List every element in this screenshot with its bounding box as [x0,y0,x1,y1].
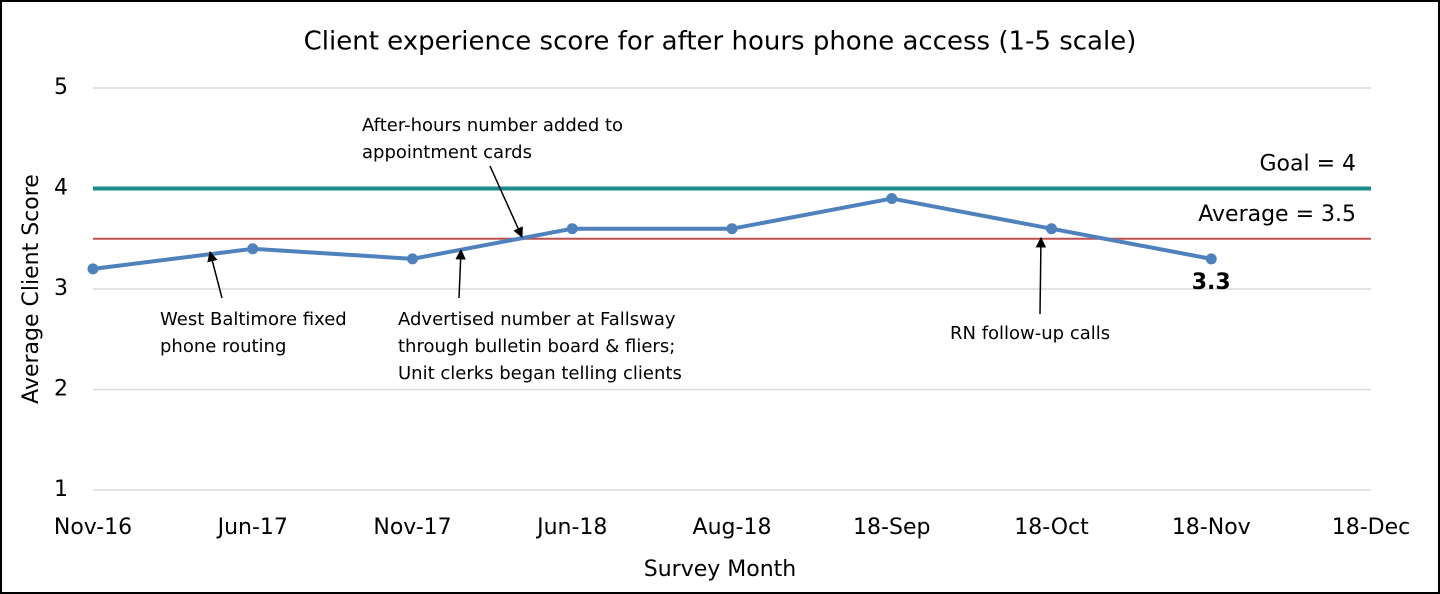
annotation-text: Advertised number at Fallsway [398,309,676,330]
y-tick-label: 5 [54,75,68,100]
data-point [1205,253,1217,265]
chart-title: Client experience score for after hours … [304,27,1137,57]
y-tick-label: 3 [54,276,68,301]
x-tick-label: Nov-17 [373,515,451,540]
x-tick-label: 18-Oct [1014,515,1089,540]
y-tick-label: 2 [54,377,68,402]
data-point [87,263,99,275]
x-tick-label: 18-Dec [1332,515,1411,540]
x-tick-label: 18-Sep [853,515,930,540]
x-tick-label: Nov-16 [54,515,132,540]
annotation-arrow [1035,236,1047,315]
annotation-text: West Baltimore fixed [160,309,347,330]
x-axis-label: Survey Month [644,557,796,582]
data-point [726,223,738,235]
annotation-text: Unit clerks began telling clients [398,363,682,384]
data-point [247,243,259,255]
data-line [92,196,1212,271]
x-tick-label: Aug-18 [693,515,772,540]
x-tick-label: 18-Nov [1172,515,1251,540]
x-tick-label: Jun-18 [535,515,607,540]
data-label: 3.3 [1192,270,1231,295]
annotation-text: RN follow-up calls [950,323,1110,344]
reference-label: Average = 3.5 [1198,202,1356,227]
annotation-text: After-hours number added to [362,115,623,136]
annotation-text: phone routing [160,336,286,357]
annotation-arrow [489,165,523,238]
x-tick-label: Jun-17 [216,515,288,540]
data-point [1046,223,1057,235]
annotation-text: through bulletin board & fliers; [398,336,675,357]
y-axis-label: Average Client Score [19,174,44,404]
data-point [566,223,578,235]
y-tick-label: 1 [54,477,68,502]
reference-label: Goal = 4 [1259,152,1356,177]
annotation-arrow [455,248,466,299]
data-point [886,193,898,205]
annotation-text: appointment cards [362,142,532,163]
y-tick-label: 4 [54,176,68,201]
data-point [407,253,418,265]
annotation-arrow [207,250,223,299]
